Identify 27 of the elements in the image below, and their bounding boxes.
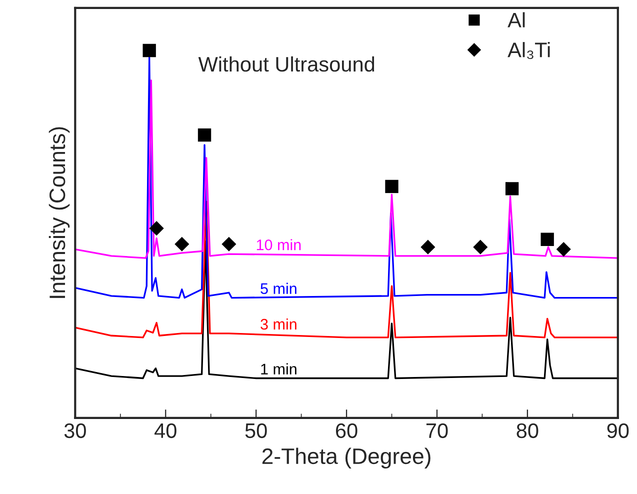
y-axis-title: Intensity (Counts)	[48, 127, 70, 298]
point	[420, 240, 436, 254]
point	[473, 240, 488, 254]
x-tick-label: 50	[245, 423, 267, 438]
series-label: 5 min	[260, 282, 296, 294]
point	[174, 236, 190, 252]
point	[556, 242, 571, 257]
legend-label: Al₃Ti	[508, 42, 550, 60]
point	[198, 128, 212, 142]
series-label: 3 min	[260, 318, 296, 330]
legend-label: Al	[508, 12, 525, 28]
series-label: 10 min	[256, 239, 301, 250]
x-tick-label: 80	[516, 423, 538, 438]
series-label: 1 min	[261, 363, 296, 374]
x-tick-label: 60	[336, 423, 358, 438]
x-axis-title: 2-Theta (Degree)	[262, 448, 430, 468]
annotation: Without Ultrasound	[198, 56, 374, 72]
x-tick-label: 30	[64, 423, 86, 438]
point	[385, 180, 398, 194]
point	[149, 221, 164, 236]
x-tick-label: 70	[426, 423, 448, 438]
point	[142, 44, 156, 58]
point	[222, 236, 236, 252]
point	[505, 182, 519, 196]
x-tick-label: 90	[607, 423, 629, 438]
x-tick-label: 40	[154, 423, 176, 438]
point	[540, 232, 554, 246]
